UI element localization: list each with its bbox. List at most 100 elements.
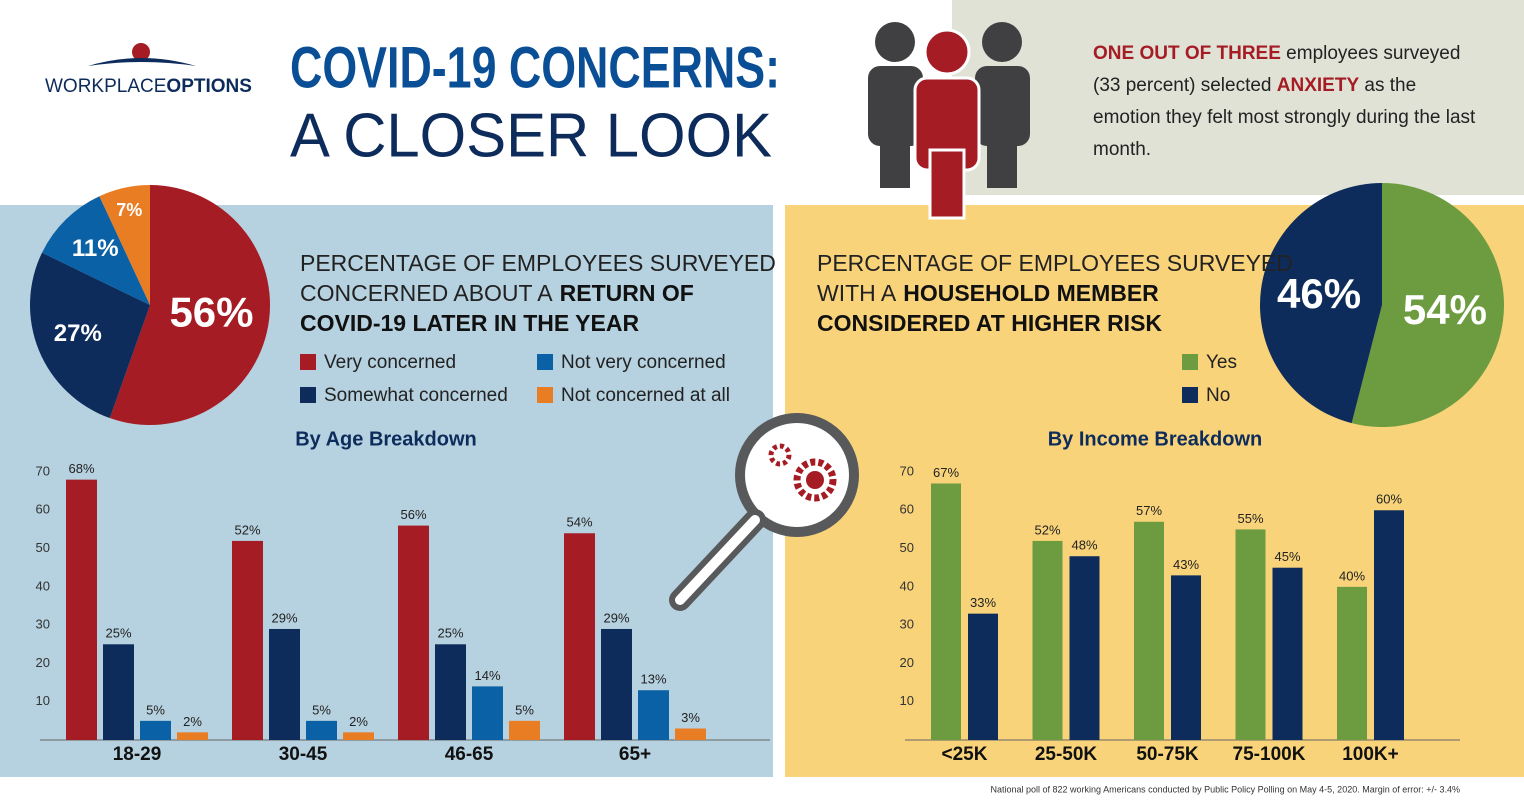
x-tick-label: <25K <box>942 744 988 765</box>
bar-label: 67% <box>933 465 959 480</box>
logo-swoosh <box>88 58 196 66</box>
x-tick-label: 50-75K <box>1136 744 1199 765</box>
bar-label: 29% <box>271 610 297 625</box>
chart-title: CONCERNED ABOUT A RETURN OF <box>300 280 694 306</box>
footnote: National poll of 822 working Americans c… <box>991 784 1461 794</box>
bar-label: 33% <box>970 595 996 610</box>
legend-swatch <box>1182 387 1198 403</box>
bar <box>931 483 961 740</box>
bar <box>232 540 263 740</box>
x-tick-label: 25-50K <box>1035 744 1098 765</box>
pie-label: 46% <box>1277 270 1361 317</box>
bar-label: 54% <box>566 515 592 530</box>
x-tick-label: 46-65 <box>445 744 494 765</box>
legend-swatch <box>537 387 553 403</box>
logo-word: WORKPLACE <box>45 76 166 97</box>
x-tick-label: 100K+ <box>1342 744 1399 765</box>
y-tick-label: 40 <box>900 578 914 593</box>
callout-highlight: ANXIETY <box>1276 75 1360 96</box>
bar <box>398 525 429 740</box>
y-tick-label: 40 <box>36 578 50 593</box>
bar-label: 40% <box>1339 568 1365 583</box>
title: COVID-19 CONCERNS: <box>290 35 780 100</box>
x-tick-label: 65+ <box>619 744 651 765</box>
x-tick-label: 30-45 <box>279 744 328 765</box>
legend-swatch <box>300 387 316 403</box>
bar-label: 55% <box>1237 511 1263 526</box>
bar <box>968 613 998 740</box>
bar <box>103 644 134 740</box>
bar-label: 25% <box>105 626 131 641</box>
chart-title-part: COVID-19 LATER IN THE YEAR <box>300 310 639 336</box>
pie-slice <box>1351 183 1504 427</box>
callout-text: as the emotion they felt most strongly d… <box>1093 75 1476 160</box>
legend-swatch <box>300 354 316 370</box>
y-tick-label: 20 <box>900 655 914 670</box>
y-tick-label: 10 <box>900 693 914 708</box>
bar <box>601 628 632 740</box>
bar-label: 29% <box>603 610 629 625</box>
bar-label: 25% <box>437 626 463 641</box>
y-tick-label: 70 <box>36 463 50 478</box>
chart-title: By Income Breakdown <box>1048 428 1263 450</box>
bar-label: 13% <box>640 672 666 687</box>
bar-label: 3% <box>681 710 700 725</box>
bar-label: 60% <box>1376 492 1402 507</box>
bar <box>1069 556 1100 740</box>
callout: ONE OUT OF THREE employees surveyed (33 … <box>1093 38 1488 166</box>
pie-label: 56% <box>169 289 253 336</box>
bar <box>306 720 337 740</box>
bar <box>435 644 466 740</box>
y-tick-label: 60 <box>36 502 50 517</box>
y-tick-label: 70 <box>900 463 914 478</box>
chart-title: PERCENTAGE OF EMPLOYEES SURVEYED <box>817 250 1293 276</box>
y-tick-label: 60 <box>900 502 914 517</box>
bar-label: 48% <box>1071 538 1097 553</box>
pie-label: 11% <box>72 235 119 262</box>
chart-title: By Age Breakdown <box>295 428 477 450</box>
legend-label: Not very concerned <box>561 352 726 373</box>
bar-label: 2% <box>183 714 202 729</box>
person-icon <box>913 28 981 220</box>
pie-slice <box>1259 183 1382 424</box>
legend-swatch <box>537 354 553 370</box>
bar <box>140 720 171 740</box>
bar <box>1134 521 1164 740</box>
pie-label: 54% <box>1403 286 1487 333</box>
chart-title-part: CONSIDERED AT HIGHER RISK <box>817 310 1162 336</box>
legend-swatch <box>1182 354 1198 370</box>
y-tick-label: 20 <box>36 655 50 670</box>
pie-slice <box>41 196 151 305</box>
x-tick-label: 75-100K <box>1233 744 1306 765</box>
chart-title: COVID-19 LATER IN THE YEAR <box>300 310 639 336</box>
bar <box>675 728 706 740</box>
bar <box>1235 529 1266 740</box>
bar-label: 5% <box>312 702 331 717</box>
pie-label: 27% <box>54 320 102 347</box>
bar-label: 5% <box>515 702 534 717</box>
bar <box>472 686 503 740</box>
bar <box>1374 510 1404 740</box>
logo-word: OPTIONS <box>166 76 252 97</box>
bar-label: 68% <box>68 461 94 476</box>
pie-slice <box>99 185 150 305</box>
pie-slice <box>109 185 270 425</box>
chart-title-part: PERCENTAGE OF EMPLOYEES SURVEYED <box>817 250 1293 276</box>
bar <box>1171 575 1201 740</box>
bar <box>269 628 300 740</box>
chart-title: PERCENTAGE OF EMPLOYEES SURVEYED <box>300 250 776 276</box>
bar-label: 43% <box>1173 557 1199 572</box>
logo: WORKPLACEOPTIONS <box>45 76 252 97</box>
bar <box>564 533 595 740</box>
pie-label: 7% <box>116 200 142 220</box>
bar-label: 52% <box>1034 522 1060 537</box>
callout-highlight: ONE OUT OF THREE <box>1093 43 1281 64</box>
bar <box>509 720 540 740</box>
y-tick-label: 10 <box>36 693 50 708</box>
bar-label: 56% <box>400 507 426 522</box>
subtitle: A CLOSER LOOK <box>290 101 772 170</box>
chart-title: CONSIDERED AT HIGHER RISK <box>817 310 1162 336</box>
bar <box>1337 586 1367 740</box>
